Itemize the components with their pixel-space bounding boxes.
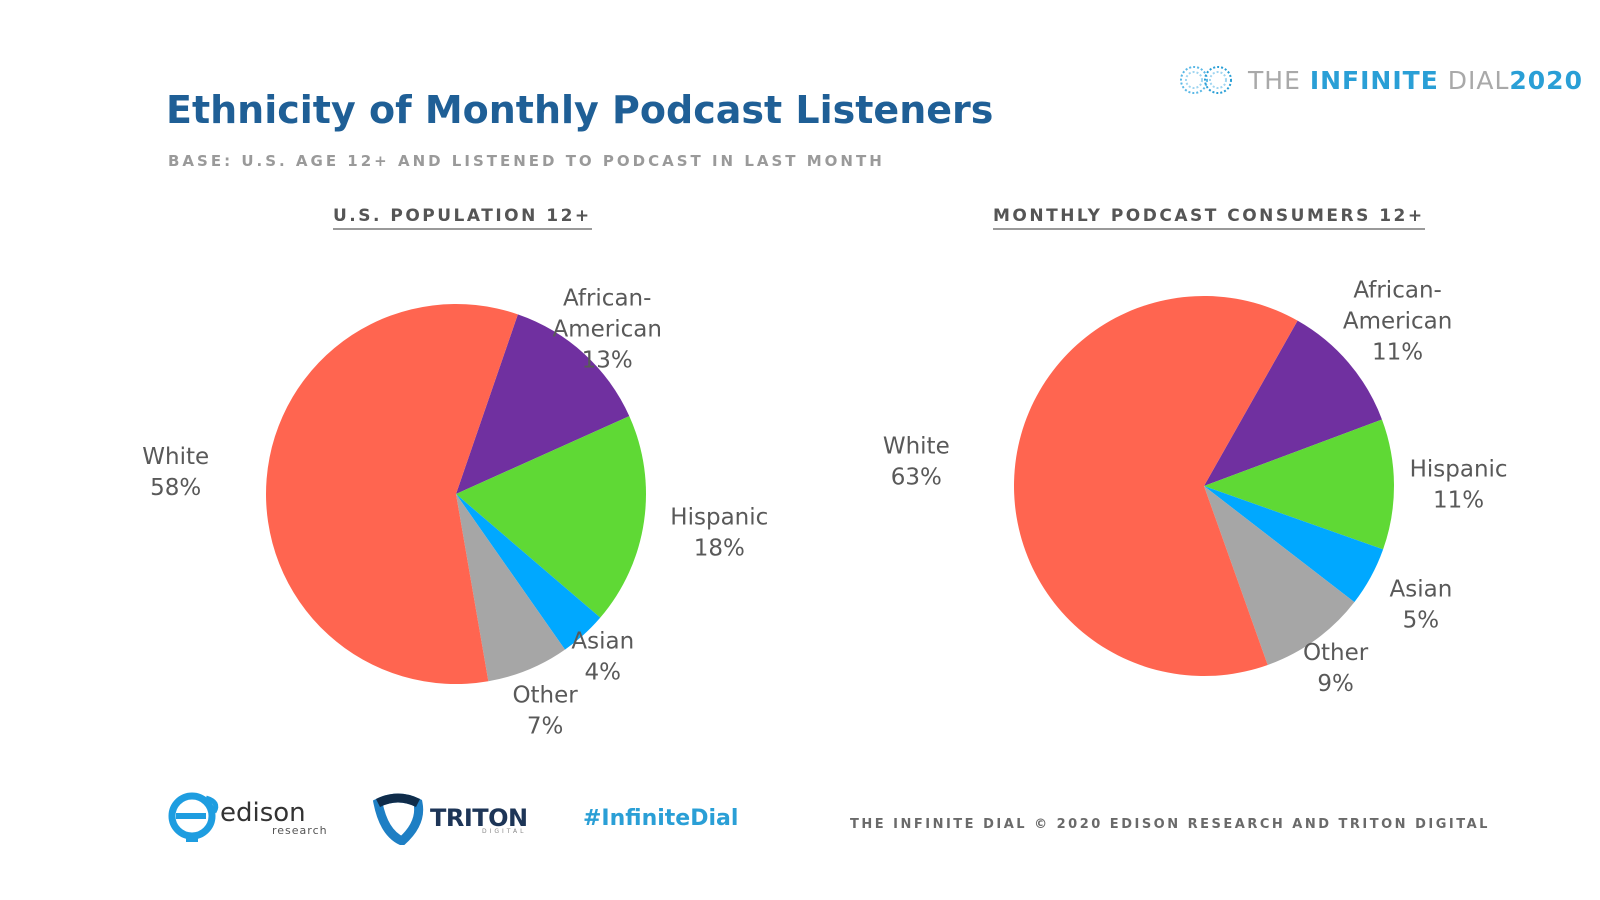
infinite-dial-icon [1180, 66, 1232, 94]
pie-slice-hispanic [1204, 419, 1394, 550]
footer-copyright: THE INFINITE DIAL © 2020 EDISON RESEARCH… [850, 817, 1490, 832]
page-title: Ethnicity of Monthly Podcast Listeners [166, 88, 994, 132]
brand-text: THE INFINITE DIAL2020 [1248, 66, 1583, 95]
infinite-dial-logo: THE INFINITE DIAL2020 [1176, 62, 1583, 98]
edison-bulb-icon [168, 792, 219, 842]
data-label-asian: Asian 4% [571, 628, 634, 685]
brand-name-bold: INFINITE [1309, 65, 1439, 95]
triton-wordmark: TRITON [430, 803, 528, 832]
data-label-hispanic: Hispanic 18% [670, 504, 768, 561]
chart-title-podcast-consumers: MONTHLY PODCAST CONSUMERS 12+ [993, 206, 1425, 230]
edison-subtext: research [272, 823, 328, 837]
pie-slice-african-american [456, 314, 630, 494]
hashtag-link[interactable]: #InfiniteDial [583, 806, 739, 831]
data-label-white: White 58% [142, 444, 209, 501]
brand-prefix: THE [1248, 65, 1310, 95]
data-label-asian: Asian 5% [1390, 577, 1453, 634]
pie-slice-hispanic [456, 416, 646, 618]
chart-title-us-population: U.S. POPULATION 12+ [333, 206, 592, 230]
pie-slice-asian [456, 494, 601, 650]
page-subtitle: BASE: U.S. AGE 12+ AND LISTENED TO PODCA… [168, 152, 885, 170]
pie-slice-asian [1204, 486, 1384, 603]
data-label-hispanic: Hispanic 11% [1410, 456, 1508, 513]
data-label-african-american: African-American 13% [552, 285, 661, 373]
pie-slice-other [456, 494, 565, 682]
triton-subtext: DIGITAL [482, 827, 527, 835]
pie-slice-white [1014, 295, 1298, 676]
edison-research-logo: edison research [166, 790, 328, 846]
edison-wordmark: edison [220, 797, 306, 828]
pie-slice-african-american [1204, 320, 1382, 486]
data-label-white: White 63% [883, 434, 950, 491]
brand-name-thin: DIAL [1438, 65, 1510, 95]
data-label-other: Other 9% [1303, 640, 1369, 697]
triton-digital-logo: TRITON DIGITAL [372, 793, 528, 845]
pie-slice-white [266, 304, 518, 685]
triton-icon [372, 793, 424, 845]
brand-year: 2020 [1509, 65, 1583, 95]
pie-slice-other [1204, 486, 1355, 665]
data-label-other: Other 7% [512, 683, 578, 740]
data-label-african-american: African-American 11% [1343, 278, 1452, 366]
